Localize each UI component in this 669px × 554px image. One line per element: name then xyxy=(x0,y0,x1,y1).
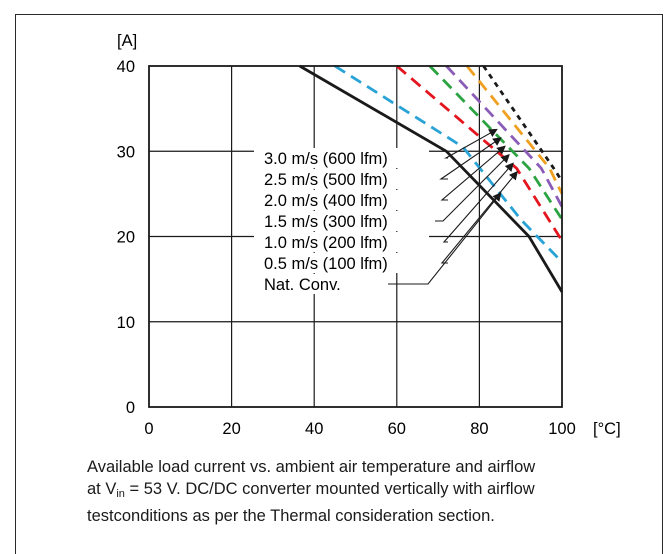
legend-pointer-line xyxy=(440,145,506,201)
series-line xyxy=(428,65,564,221)
x-tick-label: 40 xyxy=(305,420,323,438)
figure-caption: Available load current vs. ambient air t… xyxy=(87,456,647,527)
legend-label-background xyxy=(254,274,364,294)
x-tick-label: 100 xyxy=(548,420,576,438)
legend-label-background xyxy=(254,148,429,168)
series-line xyxy=(482,65,564,182)
legend-label: 1.5 m/s (300 lfm) xyxy=(264,213,388,231)
legend-pointer-line xyxy=(439,137,502,180)
series-line xyxy=(334,64,564,264)
y-tick-label: 0 xyxy=(126,399,135,417)
legend-label: 0.5 m/s (100 lfm) xyxy=(264,255,388,273)
y-tick-label: 30 xyxy=(117,143,135,161)
series-line xyxy=(445,65,564,208)
legend-label: 2.5 m/s (500 lfm) xyxy=(264,171,388,189)
legend-label-background xyxy=(254,190,429,210)
caption-line-3: testconditions as per the Thermal consid… xyxy=(87,507,495,525)
plot-area-border xyxy=(148,65,563,408)
series-line xyxy=(465,65,564,195)
legend-label-background xyxy=(254,232,429,252)
x-tick-label: 60 xyxy=(388,420,406,438)
y-axis-label: [A] xyxy=(117,32,137,50)
legend-label: 1.0 m/s (200 lfm) xyxy=(264,234,388,252)
caption-line-2-start: at V xyxy=(87,480,117,498)
legend-label: 3.0 m/s (600 lfm) xyxy=(264,150,388,168)
legend-pointer-line xyxy=(442,162,514,243)
legend-pointer-line xyxy=(440,170,518,264)
series-line xyxy=(298,64,564,293)
x-axis-label: [°C] xyxy=(593,420,621,438)
legend-label-background xyxy=(254,253,429,273)
caption-line-2-end: = 53 V. DC/DC converter mounted vertical… xyxy=(124,480,535,498)
y-tick-label: 10 xyxy=(117,314,135,332)
legend-pointer-line xyxy=(435,153,510,222)
legend-label-background xyxy=(254,169,429,189)
chart: 3.0 m/s (600 lfm) 2.5 m/s (500 lfm) 2.0 m/… xyxy=(117,32,621,438)
caption-line-1: Available load current vs. ambient air t… xyxy=(87,458,536,476)
legend-labels: 3.0 m/s (600 lfm) 2.5 m/s (500 lfm) 2.0 m/… xyxy=(254,148,429,294)
legend-arrows xyxy=(388,128,518,285)
tick-labels: 0 20 40 60 80 100 0 10 20 30 40 xyxy=(117,58,576,438)
legend-label-background xyxy=(254,211,429,231)
caption-subscript: in xyxy=(116,488,125,500)
series-line xyxy=(395,64,564,242)
legend-pointer-line xyxy=(443,128,498,159)
legend-label: 2.0 m/s (400 lfm) xyxy=(264,192,388,210)
legend-pointer-line xyxy=(388,192,502,285)
y-tick-label: 40 xyxy=(117,58,135,76)
series-lines xyxy=(298,64,564,293)
x-tick-label: 0 xyxy=(144,420,153,438)
x-tick-label: 80 xyxy=(470,420,488,438)
legend-label: Nat. Conv. xyxy=(264,276,341,294)
x-tick-label: 20 xyxy=(222,420,240,438)
figure-frame xyxy=(15,14,663,554)
caption-line-2: at Vin = 53 V. DC/DC converter mounted v… xyxy=(87,478,647,505)
y-tick-label: 20 xyxy=(117,229,135,247)
